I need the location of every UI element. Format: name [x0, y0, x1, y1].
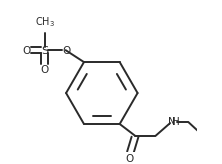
Text: O: O	[125, 154, 134, 164]
Text: H: H	[172, 117, 180, 127]
Text: O: O	[22, 46, 30, 56]
Text: S: S	[41, 46, 48, 56]
Text: O: O	[62, 46, 70, 56]
Text: CH$_3$: CH$_3$	[35, 15, 55, 29]
Text: N: N	[168, 117, 176, 127]
Text: O: O	[40, 64, 49, 74]
